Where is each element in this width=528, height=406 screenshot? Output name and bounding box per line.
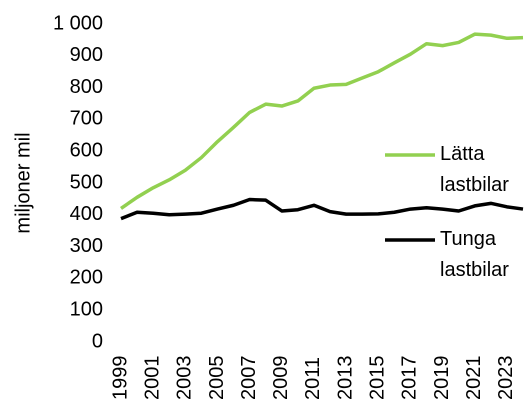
y-tick-label: 900 xyxy=(70,44,103,66)
y-tick-label: 400 xyxy=(70,203,103,225)
x-tick-label: 1999 xyxy=(109,356,131,401)
x-tick-label: 2013 xyxy=(334,356,356,401)
y-tick-label: 100 xyxy=(70,298,103,320)
y-tick-label: 600 xyxy=(70,139,103,161)
y-tick-label: 300 xyxy=(70,235,103,257)
x-tick-label: 2011 xyxy=(302,357,324,400)
series-line xyxy=(120,197,524,221)
x-tick-label: 2007 xyxy=(238,356,260,401)
x-tick-label: 2015 xyxy=(367,356,389,401)
x-tick-label: 2009 xyxy=(270,356,292,401)
series-line xyxy=(120,32,524,210)
y-tick-label: 700 xyxy=(70,108,103,130)
y-tick-label: 0 xyxy=(92,330,103,352)
y-tick-label: 1 000 xyxy=(53,12,103,34)
y-tick-label: 800 xyxy=(70,76,103,98)
x-tick-label: 2017 xyxy=(399,356,421,401)
x-tick-label: 2005 xyxy=(206,356,228,401)
x-tick-label: 2019 xyxy=(431,356,453,401)
y-tick-label: 200 xyxy=(70,267,103,289)
x-tick-label: 2003 xyxy=(174,356,196,401)
legend-label: Tunga lastbilar xyxy=(440,228,509,281)
x-tick-label: 2021 xyxy=(463,356,485,401)
y-tick-label: 500 xyxy=(70,171,103,193)
y-axis-label: miljoner mil xyxy=(12,132,34,233)
legend-label: Lätta lastbilar xyxy=(440,143,509,196)
x-tick-label: 2023 xyxy=(495,355,517,400)
x-tick-label: 2001 xyxy=(141,356,163,401)
